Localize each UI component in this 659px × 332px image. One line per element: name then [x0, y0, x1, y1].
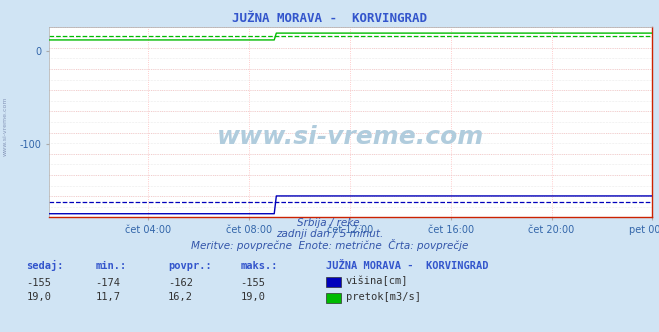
Text: pretok[m3/s]: pretok[m3/s]: [346, 292, 421, 302]
Text: Meritve: povprečne  Enote: metrične  Črta: povprečje: Meritve: povprečne Enote: metrične Črta:…: [191, 239, 468, 251]
Text: sedaj:: sedaj:: [26, 260, 64, 271]
Text: 11,7: 11,7: [96, 292, 121, 302]
Text: -174: -174: [96, 278, 121, 288]
Text: www.si-vreme.com: www.si-vreme.com: [217, 125, 484, 149]
Text: Srbija / reke.: Srbija / reke.: [297, 218, 362, 228]
Text: višina[cm]: višina[cm]: [346, 276, 409, 286]
Text: www.si-vreme.com: www.si-vreme.com: [3, 96, 8, 156]
Text: 16,2: 16,2: [168, 292, 193, 302]
Text: min.:: min.:: [96, 261, 127, 271]
Text: maks.:: maks.:: [241, 261, 278, 271]
Text: JUŽNA MORAVA -  KORVINGRAD: JUŽNA MORAVA - KORVINGRAD: [232, 12, 427, 25]
Text: 19,0: 19,0: [26, 292, 51, 302]
Text: 19,0: 19,0: [241, 292, 266, 302]
Text: -155: -155: [241, 278, 266, 288]
Text: -162: -162: [168, 278, 193, 288]
Text: zadnji dan / 5 minut.: zadnji dan / 5 minut.: [276, 229, 383, 239]
Text: -155: -155: [26, 278, 51, 288]
Text: JUŽNA MORAVA -  KORVINGRAD: JUŽNA MORAVA - KORVINGRAD: [326, 261, 489, 271]
Text: povpr.:: povpr.:: [168, 261, 212, 271]
